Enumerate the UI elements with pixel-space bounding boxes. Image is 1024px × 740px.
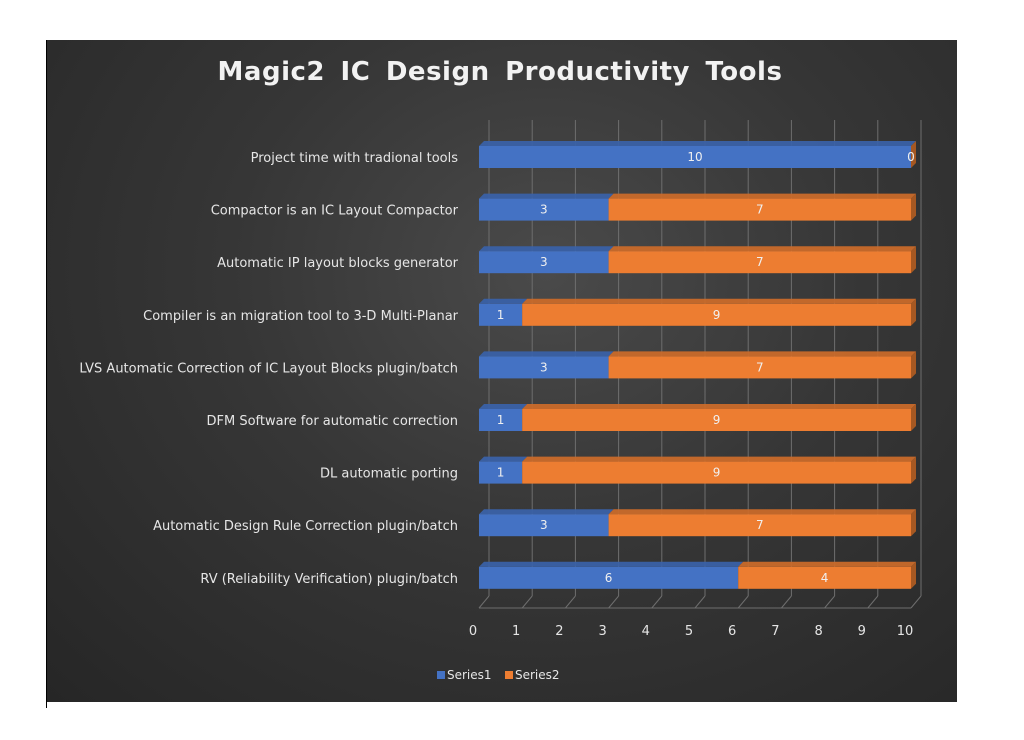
category-label: DFM Software for automatic correction [207,414,458,429]
x-tick-label: 10 [897,624,914,639]
floor-line [608,595,619,609]
data-label: 1 [497,413,505,427]
floor-line [565,595,576,609]
bar-segment-series1: 3 [479,351,614,379]
legend-label: Series1 [447,668,492,682]
bar-segment-series1: 3 [479,193,614,221]
floor-line [867,595,879,609]
x-tick-label: 0 [469,624,477,639]
bar-segment-series2: 7 [608,246,916,274]
bar-segment-series1: 1 [479,298,528,326]
bar-segment-series2: 0 [907,141,916,168]
floor-line [737,595,749,609]
category-label: Compactor is an IC Layout Compactor [211,204,459,219]
category-label: DL automatic porting [320,467,458,482]
data-label: 4 [821,571,829,585]
legend-swatch [505,671,513,679]
category-label: LVS Automatic Correction of IC Layout Bl… [79,361,458,376]
data-label: 9 [713,466,721,480]
bars: 10 0 3 7 3 7 1 9 3 7 1 9 1 9 3 7 6 4 [479,141,916,589]
x-tick-label: 7 [771,624,779,639]
category-label: Automatic IP layout blocks generator [217,256,459,271]
bar-segment-series1: 1 [479,404,528,431]
data-label: 3 [540,360,548,374]
floor-line [694,595,706,609]
bar-segment-series2: 9 [522,456,916,484]
data-label: 1 [497,466,505,480]
bar-segment-series1: 1 [479,456,528,484]
data-label: 10 [687,150,702,164]
x-axis-ticks: 0 1 2 3 4 5 6 7 8 9 10 [469,624,913,639]
x-tick-label: 8 [814,624,822,639]
x-tick-label: 2 [555,624,563,639]
legend-item: Series2 [505,668,560,682]
x-tick-label: 1 [512,624,520,639]
data-label: 7 [756,255,764,269]
bar-segment-series2: 9 [522,404,916,431]
legend: Series1 Series2 [437,668,560,682]
data-label: 7 [756,203,764,217]
bar-segment-series1: 3 [479,246,614,274]
bar-segment-series1: 6 [479,561,744,589]
x-tick-label: 9 [858,624,866,639]
floor-line [824,595,835,609]
data-label: 3 [540,518,548,532]
floor-line [781,595,792,609]
panel-border [46,40,47,708]
category-label: Compiler is an migration tool to 3-D Mul… [143,309,458,324]
data-label: 3 [540,255,548,269]
bar-segment-series2: 7 [608,351,916,379]
legend-item: Series1 [437,668,492,682]
bar-segment-series2: 7 [608,509,916,537]
data-label: 7 [756,360,764,374]
floor-line [478,595,490,609]
floor-line [651,595,663,609]
category-label: RV (Reliability Verification) plugin/bat… [200,572,458,587]
bar-segment-series1: 10 [479,141,916,168]
data-label: 1 [497,308,505,322]
data-label: 9 [713,308,721,322]
category-label: Project time with tradional tools [251,151,459,166]
data-label: 6 [605,571,613,585]
data-label: 3 [540,203,548,217]
x-tick-label: 5 [685,624,693,639]
x-tick-label: 6 [728,624,736,639]
x-tick-label: 4 [642,624,650,639]
bar-segment-series1: 3 [479,509,614,537]
legend-label: Series2 [515,668,560,682]
legend-swatch [437,671,445,679]
bar-segment-series2: 9 [522,298,916,326]
category-labels: Project time with tradional tools Compact… [79,151,458,587]
category-label: Automatic Design Rule Correction plugin/… [153,519,458,534]
floor-line [910,595,922,609]
x-tick-label: 3 [598,624,606,639]
data-label: 0 [907,150,915,164]
bar-segment-series2: 4 [738,561,916,589]
chart-title: Magic2 IC Design Productivity Tools [217,57,783,87]
data-label: 9 [713,413,721,427]
floor-line [521,595,533,609]
data-label: 7 [756,518,764,532]
bar-segment-series2: 7 [608,193,916,221]
